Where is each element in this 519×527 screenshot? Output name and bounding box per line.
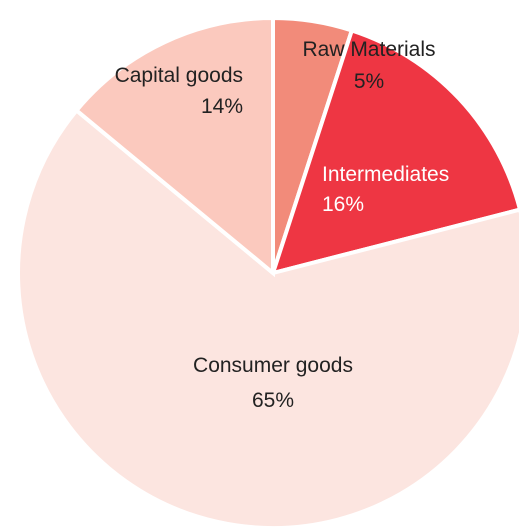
pie-slice-capital-goods bbox=[73, 15, 275, 278]
slice-pct-capital-goods: 14% bbox=[201, 95, 243, 118]
pie-slice-consumer-goods bbox=[16, 107, 519, 527]
slice-label-intermediates: Intermediates bbox=[322, 163, 449, 186]
pie-labels: Raw Materials 5% Intermediates 16% Consumer … bbox=[115, 38, 450, 412]
pie-slice-intermediates bbox=[269, 27, 519, 276]
slice-label-capital-goods: Capital goods bbox=[115, 64, 243, 87]
pie-slices bbox=[16, 15, 519, 527]
slice-pct-raw-materials: 5% bbox=[354, 70, 384, 93]
slice-pct-intermediates: 16% bbox=[322, 193, 364, 216]
slice-label-consumer-goods: Consumer goods bbox=[193, 354, 353, 377]
slice-label-raw-materials: Raw Materials bbox=[302, 38, 435, 61]
slice-pct-consumer-goods: 65% bbox=[252, 389, 294, 412]
